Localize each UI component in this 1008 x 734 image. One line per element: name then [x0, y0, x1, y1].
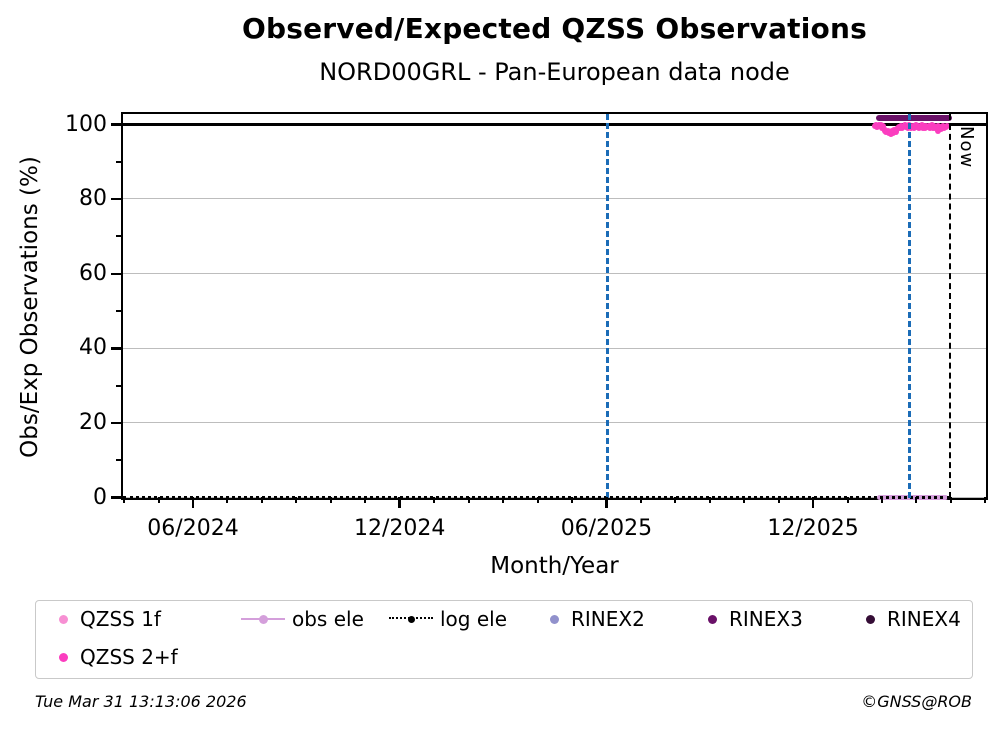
y-minor-tick — [116, 384, 121, 387]
legend-marker-rinex3-icon — [702, 605, 722, 633]
y-tick-label: 0 — [93, 484, 107, 510]
x-minor-tick — [157, 497, 160, 503]
legend-label: RINEX4 — [887, 607, 961, 631]
now-label: Now — [956, 126, 977, 169]
dotted-line-log-ele — [123, 496, 950, 499]
y-major-tick — [111, 123, 121, 126]
x-minor-tick — [260, 497, 263, 503]
line-rinex3 — [875, 114, 952, 121]
x-minor-tick — [708, 497, 711, 503]
x-minor-tick — [433, 497, 436, 503]
plot-area: 0 20 40 60 80 100 06/2024 12/2024 06/2025 12/2025… — [65, 112, 988, 541]
x-minor-tick — [881, 497, 883, 503]
y-minor-tick — [116, 310, 121, 313]
legend-dot — [865, 614, 875, 624]
x-minor-tick — [915, 497, 918, 503]
legend-box: QZSS 1f obs ele log ele RINEX2 RINEX3 RINEX4 Q… — [35, 600, 973, 679]
legend-item-rinex2: RINEX2 — [544, 605, 645, 633]
legend-item-obs-ele: obs ele — [241, 605, 364, 633]
legend-dot — [549, 614, 559, 624]
y-gridline — [123, 273, 986, 274]
x-minor-tick — [295, 497, 298, 503]
event-vline — [606, 114, 610, 498]
x-tick-label: 06/2025 — [560, 516, 653, 541]
y-gridline — [123, 347, 986, 349]
event-vline — [908, 114, 912, 498]
y-tick-label: 60 — [79, 260, 107, 286]
x-tick-label: 12/2024 — [353, 516, 446, 541]
legend-dot — [707, 614, 717, 624]
legend-marker-qzss-2-f-icon — [53, 643, 73, 671]
legend-dot — [58, 652, 68, 662]
y-major-tick — [111, 272, 121, 275]
legend-label: RINEX2 — [571, 607, 645, 631]
y-minor-tick — [116, 160, 121, 163]
y-tick-label: 100 — [65, 111, 107, 137]
chart-title: Observed/Expected QZSS Observations — [241, 12, 867, 45]
legend-item-rinex3: RINEX3 — [702, 605, 803, 633]
legend-dot — [58, 614, 68, 624]
y-minor-tick — [116, 459, 121, 462]
x-minor-tick — [639, 497, 642, 503]
y-minor-tick — [116, 235, 121, 238]
now-vline — [948, 114, 951, 498]
x-tick-label: 12/2025 — [767, 516, 859, 541]
legend-item-qzss-2-f: QZSS 2+f — [53, 643, 178, 671]
y-gridline — [123, 198, 986, 200]
x-minor-tick — [329, 497, 332, 503]
y-major-tick — [111, 197, 121, 201]
legend-dot — [407, 615, 415, 623]
legend-marker-obs-ele-icon — [241, 605, 285, 633]
legend-marker-qzss-1f-icon — [53, 605, 73, 633]
plot-timestamp: Tue Mar 31 13:13:06 2026 — [35, 692, 247, 711]
x-major-tick — [811, 497, 815, 508]
x-minor-tick — [743, 497, 746, 503]
x-minor-tick — [364, 497, 367, 503]
y-tick-label: 40 — [79, 335, 107, 361]
chart-subtitle: NORD00GRL - Pan-European data node — [319, 58, 790, 86]
x-minor-tick — [777, 497, 780, 503]
scatter-point-qzss-2-f — [943, 123, 950, 130]
legend-item-qzss-1f: QZSS 1f — [53, 605, 161, 633]
x-minor-tick — [226, 497, 229, 503]
x-major-tick — [605, 497, 608, 508]
legend-item-log-ele: log ele — [389, 605, 507, 633]
legend-label: RINEX3 — [729, 607, 803, 631]
legend-item-rinex4: RINEX4 — [860, 605, 961, 633]
x-minor-tick — [502, 497, 505, 503]
legend-label: log ele — [440, 607, 508, 631]
y-tick-label: 20 — [79, 409, 107, 435]
x-minor-tick — [467, 497, 470, 503]
legend-marker-log-ele-icon — [389, 605, 433, 633]
y-major-tick — [111, 421, 121, 425]
x-minor-tick — [536, 497, 539, 503]
legend-marker-rinex4-icon — [860, 605, 880, 633]
x-major-tick — [398, 497, 401, 508]
legend-dot — [258, 614, 268, 624]
x-minor-tick — [949, 497, 952, 503]
y-tick-label: 80 — [79, 186, 107, 212]
x-minor-tick — [123, 497, 126, 503]
legend-label: obs ele — [292, 607, 364, 631]
x-minor-tick — [570, 497, 573, 503]
y-major-tick — [111, 496, 121, 499]
y-major-tick — [111, 347, 121, 350]
x-major-tick — [191, 497, 195, 508]
y-gridline — [123, 422, 986, 424]
legend-marker-rinex2-icon — [544, 605, 564, 633]
legend-label: QZSS 2+f — [80, 645, 178, 669]
legend-label: QZSS 1f — [80, 607, 161, 631]
x-minor-tick — [674, 497, 677, 503]
y-axis-label: Obs/Exp Observations (%) — [17, 156, 43, 458]
x-minor-tick — [984, 497, 987, 503]
copyright-label: ©GNSS@ROB — [861, 692, 972, 711]
x-axis-label: Month/Year — [490, 553, 619, 579]
x-tick-label: 06/2024 — [147, 516, 239, 541]
x-minor-tick — [846, 497, 849, 503]
hline-100 — [123, 123, 986, 127]
